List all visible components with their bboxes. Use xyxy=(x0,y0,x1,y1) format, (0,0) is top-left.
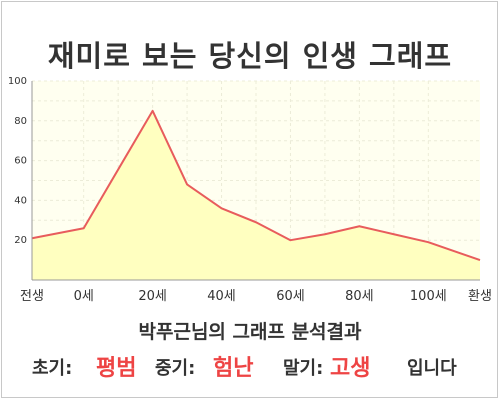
late-value: 고생 xyxy=(330,356,371,381)
x-tick-label: 환생 xyxy=(468,289,492,304)
middle-label: 중기: xyxy=(155,358,196,379)
x-tick-labels: 전생 0세 20세 40세 60세 80세 100세 환생 xyxy=(20,289,492,304)
chart-title: 재미로 보는 당신의 인생 그래프 xyxy=(47,39,453,73)
y-tick-label: 80 xyxy=(14,116,27,127)
area-fill xyxy=(32,110,480,280)
late-label: 말기: xyxy=(283,358,324,379)
early-value: 평범 xyxy=(96,356,137,381)
x-tick-label: 전생 xyxy=(20,289,44,304)
grid-lines xyxy=(32,80,480,280)
middle-value: 험난 xyxy=(213,356,254,381)
early-label: 초기: xyxy=(32,358,73,379)
y-tick-label: 20 xyxy=(14,235,27,246)
x-tick-label: 40세 xyxy=(207,289,236,304)
result-summary: 초기: 평범 중기: 험난 말기: 고생 입니다 xyxy=(0,346,500,381)
x-tick-label: 80세 xyxy=(345,289,374,304)
series-line xyxy=(31,109,481,262)
y-tick-label: 60 xyxy=(14,156,27,167)
y-tick-label: 100 xyxy=(8,76,27,87)
y-tick-label: 40 xyxy=(14,195,27,206)
x-tick-label: 0세 xyxy=(74,289,94,304)
result-headline: 박푸근님의 그래프 분석결과 xyxy=(138,321,362,343)
y-tick-labels: 20 40 60 80 100 xyxy=(8,76,27,246)
x-tick-label: 100세 xyxy=(410,289,447,304)
x-tick-label: 20세 xyxy=(138,289,167,304)
x-tick-label: 60세 xyxy=(276,289,305,304)
result-suffix: 입니다 xyxy=(407,358,457,379)
